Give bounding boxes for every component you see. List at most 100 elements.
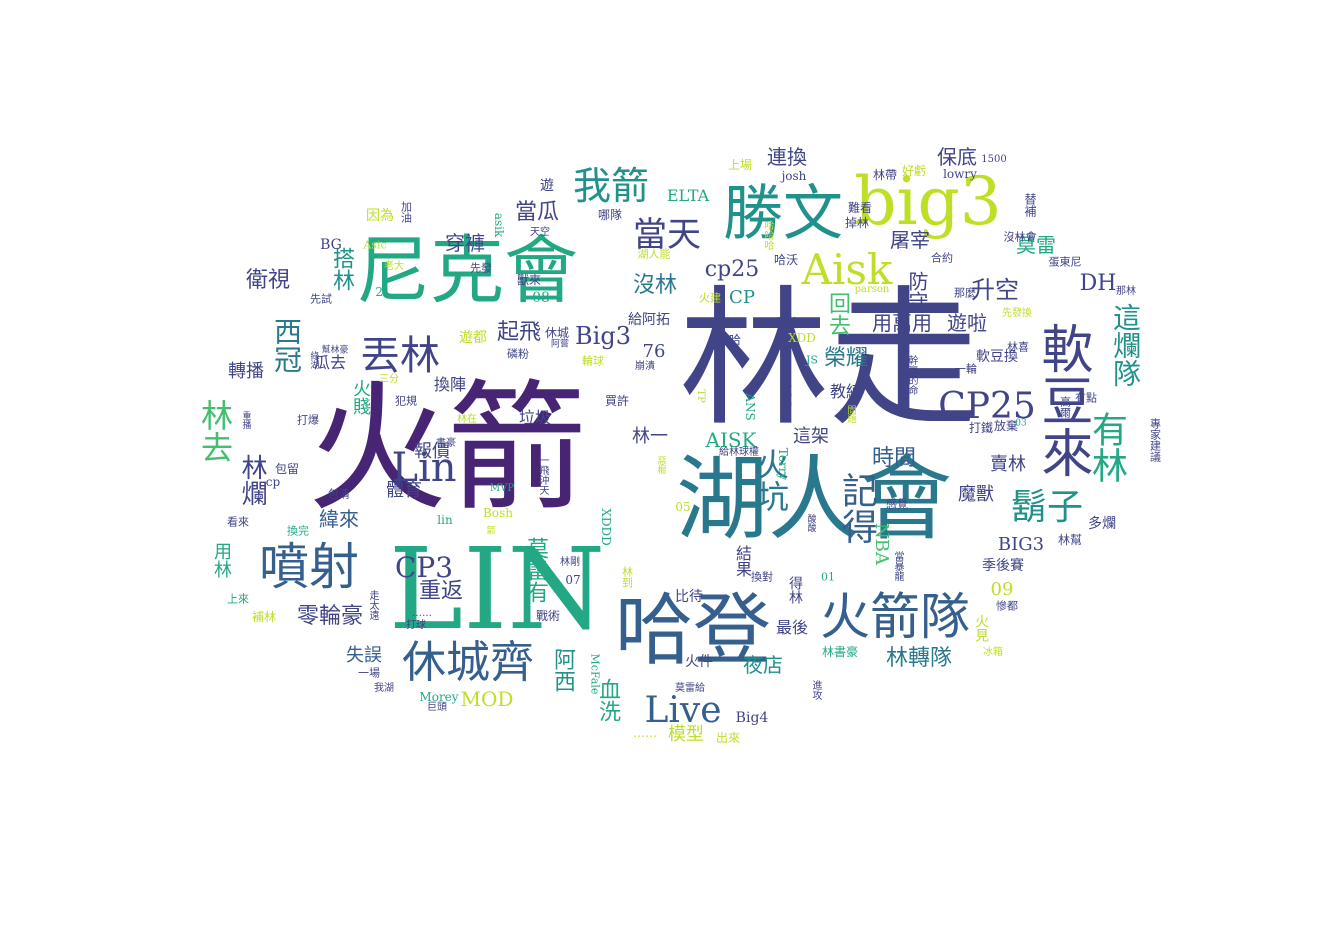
cloud-word: 火賤 [350,379,371,415]
cloud-word: Terry [776,447,790,481]
cloud-word: 季後賽 [982,558,1024,574]
cloud-word: 火建 [699,291,721,305]
cloud-word: 失誤 [346,645,382,666]
cloud-word: 合約 [931,251,953,265]
cloud-word: 林在 [457,414,477,425]
cloud-word: 記得 [836,472,877,544]
cloud-word: josh [781,169,807,183]
cloud-word: 火見 [973,614,989,642]
cloud-word: 打爆 [297,413,319,427]
cloud-word: 最後 [775,618,809,637]
cloud-word: 轉播 [228,361,264,382]
cloud-word: 21 [375,285,391,299]
cloud-word: 一輪 [955,362,977,376]
cloud-word: 休城齊 [402,637,534,688]
cloud-word: 1500 [981,154,1007,165]
cloud-word: 這架 [793,426,829,447]
cloud-word: 戰術 [535,609,561,623]
cloud-word: 掉林 [844,216,870,230]
cloud-word: 書豪 [436,438,456,449]
cloud-word: 阿嘗 [550,339,570,350]
cloud-word: Big4 [735,710,769,726]
cloud-word: 76 [642,341,666,362]
cloud-word: 保底 [937,145,977,169]
cloud-word: 屠宰 [890,228,930,252]
cloud-word: 08 [532,290,550,306]
cloud-word: 箭 [486,526,496,537]
cloud-word: 那林 [1116,286,1136,297]
cloud-word: 火箭隊 [820,588,970,646]
cloud-word: parson [854,284,890,295]
cloud-word: 林轉隊 [885,646,953,671]
cloud-word: 補林 [251,610,277,624]
cloud-word: LIN [388,525,606,655]
cloud-word: 有點 [1075,391,1097,405]
cloud-word: 間題 [845,405,856,423]
cloud-word: 林幫 [1057,533,1083,547]
cloud-word: 尼克會 [356,228,578,314]
cloud-word: 幫林豪 [321,345,349,356]
cloud-word: AGG [780,382,794,408]
cloud-word: 瓜去 [313,353,347,372]
cloud-word: 火箭 [306,368,588,531]
cloud-word: 幹贏的命 [906,355,917,395]
cloud-word: 老大 [384,261,404,272]
cloud-word: 進攻 [810,680,821,700]
cloud-word: AISK [705,428,757,452]
cloud-word: 重返 [418,579,464,604]
cloud-word: 當天 [633,215,701,255]
cloud-word: 結果 [733,545,752,577]
cloud-word: 比待 [675,589,703,605]
cloud-word: 用林 [211,542,232,578]
cloud-word: BIG3 [997,534,1045,555]
cloud-word: 那麼 [954,286,976,300]
cloud-word: 重播 [240,411,251,429]
cloud-word: 感覺 [886,497,908,511]
cloud-word: 01 [821,570,835,584]
cloud-word: 沒林 [632,273,678,298]
cloud-word: 火坑 [752,448,790,512]
cloud-word: 先試 [310,292,332,306]
cloud-word: 多爛 [1088,516,1116,532]
cloud-word: 升空 [971,276,1019,304]
cloud-word: Bosh [483,506,513,520]
cloud-word: 林爛 [237,454,267,506]
cloud-word: 高爾 [1058,396,1072,418]
cloud-word: 賣林 [990,454,1026,475]
cloud-word: 勝文 [723,179,843,249]
cloud-word: 林剛 [560,557,580,568]
cloud-word: 衛視 [245,268,291,293]
cloud-word: XDDD [599,508,613,546]
cloud-word: 連換 [767,145,807,169]
cloud-word: 回去 [825,292,850,336]
cloud-word: 休城 [544,326,570,340]
cloud-word: CP [729,287,755,308]
cloud-word: 好虧 [901,164,927,178]
cloud-word: 犯規 [395,394,417,408]
cloud-word: 換對 [751,570,773,584]
cloud-word: 遊啦 [947,311,987,335]
cloud-word: 魔獸 [958,484,994,505]
cloud-word: 07 [565,573,581,587]
cloud-word: 難看 [847,201,873,215]
cloud-word: 莫雷有 [523,537,548,603]
cloud-word: 這爛隊 [1109,303,1142,387]
cloud-word: 03 [1015,418,1027,429]
cloud-word: 冰箱 [983,647,1003,658]
cloud-word: MOD [460,687,514,711]
cloud-word: 林一 [632,426,668,447]
cloud-word: 惡棍 [655,456,666,474]
cloud-word: CP3 [394,551,454,584]
cloud-word: cp [265,475,281,489]
cloud-word: 給林球權 [719,447,759,458]
cloud-word: 林到 [620,566,634,588]
cloud-word: 專家建議 [1148,418,1162,462]
cloud-word: 林書豪 [821,645,859,659]
cloud-word: 有林 [1086,411,1127,483]
cloud-word: 因為 [366,208,394,224]
cloud-word: 軟豆換 [976,349,1018,365]
cloud-word: 莫雷 [1016,233,1056,257]
cloud-word: 血洗 [595,678,620,722]
cloud-word: 得林 [787,576,803,604]
